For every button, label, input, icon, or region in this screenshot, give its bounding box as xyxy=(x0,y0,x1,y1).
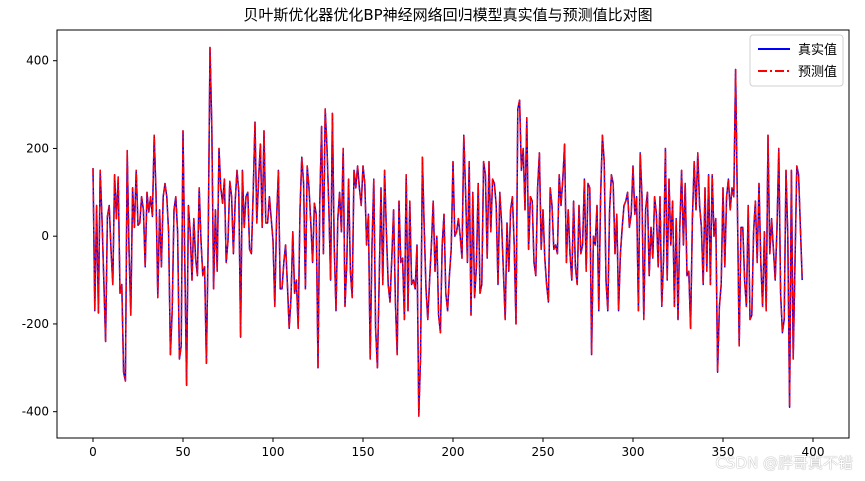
legend-box xyxy=(749,34,844,87)
legend-label-predicted: 预测值 xyxy=(798,64,837,80)
x-axis-ticks: 0 50 100 150 200 250 300 350 400 xyxy=(89,438,824,459)
y-axis-ticks: -400 -200 0 200 400 xyxy=(22,54,57,419)
y-tick-label: -200 xyxy=(22,317,49,331)
x-tick-label: 400 xyxy=(802,445,825,459)
x-tick-label: 150 xyxy=(352,445,375,459)
y-tick-label: 200 xyxy=(26,141,49,155)
chart-title: 贝叶斯优化器优化BP神经网络回归模型真实值与预测值比对图 xyxy=(243,6,652,24)
x-tick-label: 0 xyxy=(89,445,97,459)
y-tick-label: 400 xyxy=(26,54,49,68)
y-tick-label: -400 xyxy=(22,405,49,419)
x-tick-label: 300 xyxy=(622,445,645,459)
x-tick-label: 200 xyxy=(442,445,465,459)
plot-area xyxy=(57,30,849,438)
legend-label-actual: 真实值 xyxy=(798,42,837,58)
x-tick-label: 350 xyxy=(712,445,735,459)
plot-background xyxy=(57,30,849,438)
y-tick-label: 0 xyxy=(41,229,49,243)
series-line-predicted xyxy=(92,46,803,417)
series-layer xyxy=(92,46,803,417)
x-tick-label: 100 xyxy=(262,445,285,459)
x-tick-label: 250 xyxy=(532,445,555,459)
watermark: CSDN @胖哥真不错 xyxy=(715,454,853,472)
x-tick-label: 50 xyxy=(175,445,190,459)
legend: 真实值 预测值 xyxy=(749,34,844,87)
